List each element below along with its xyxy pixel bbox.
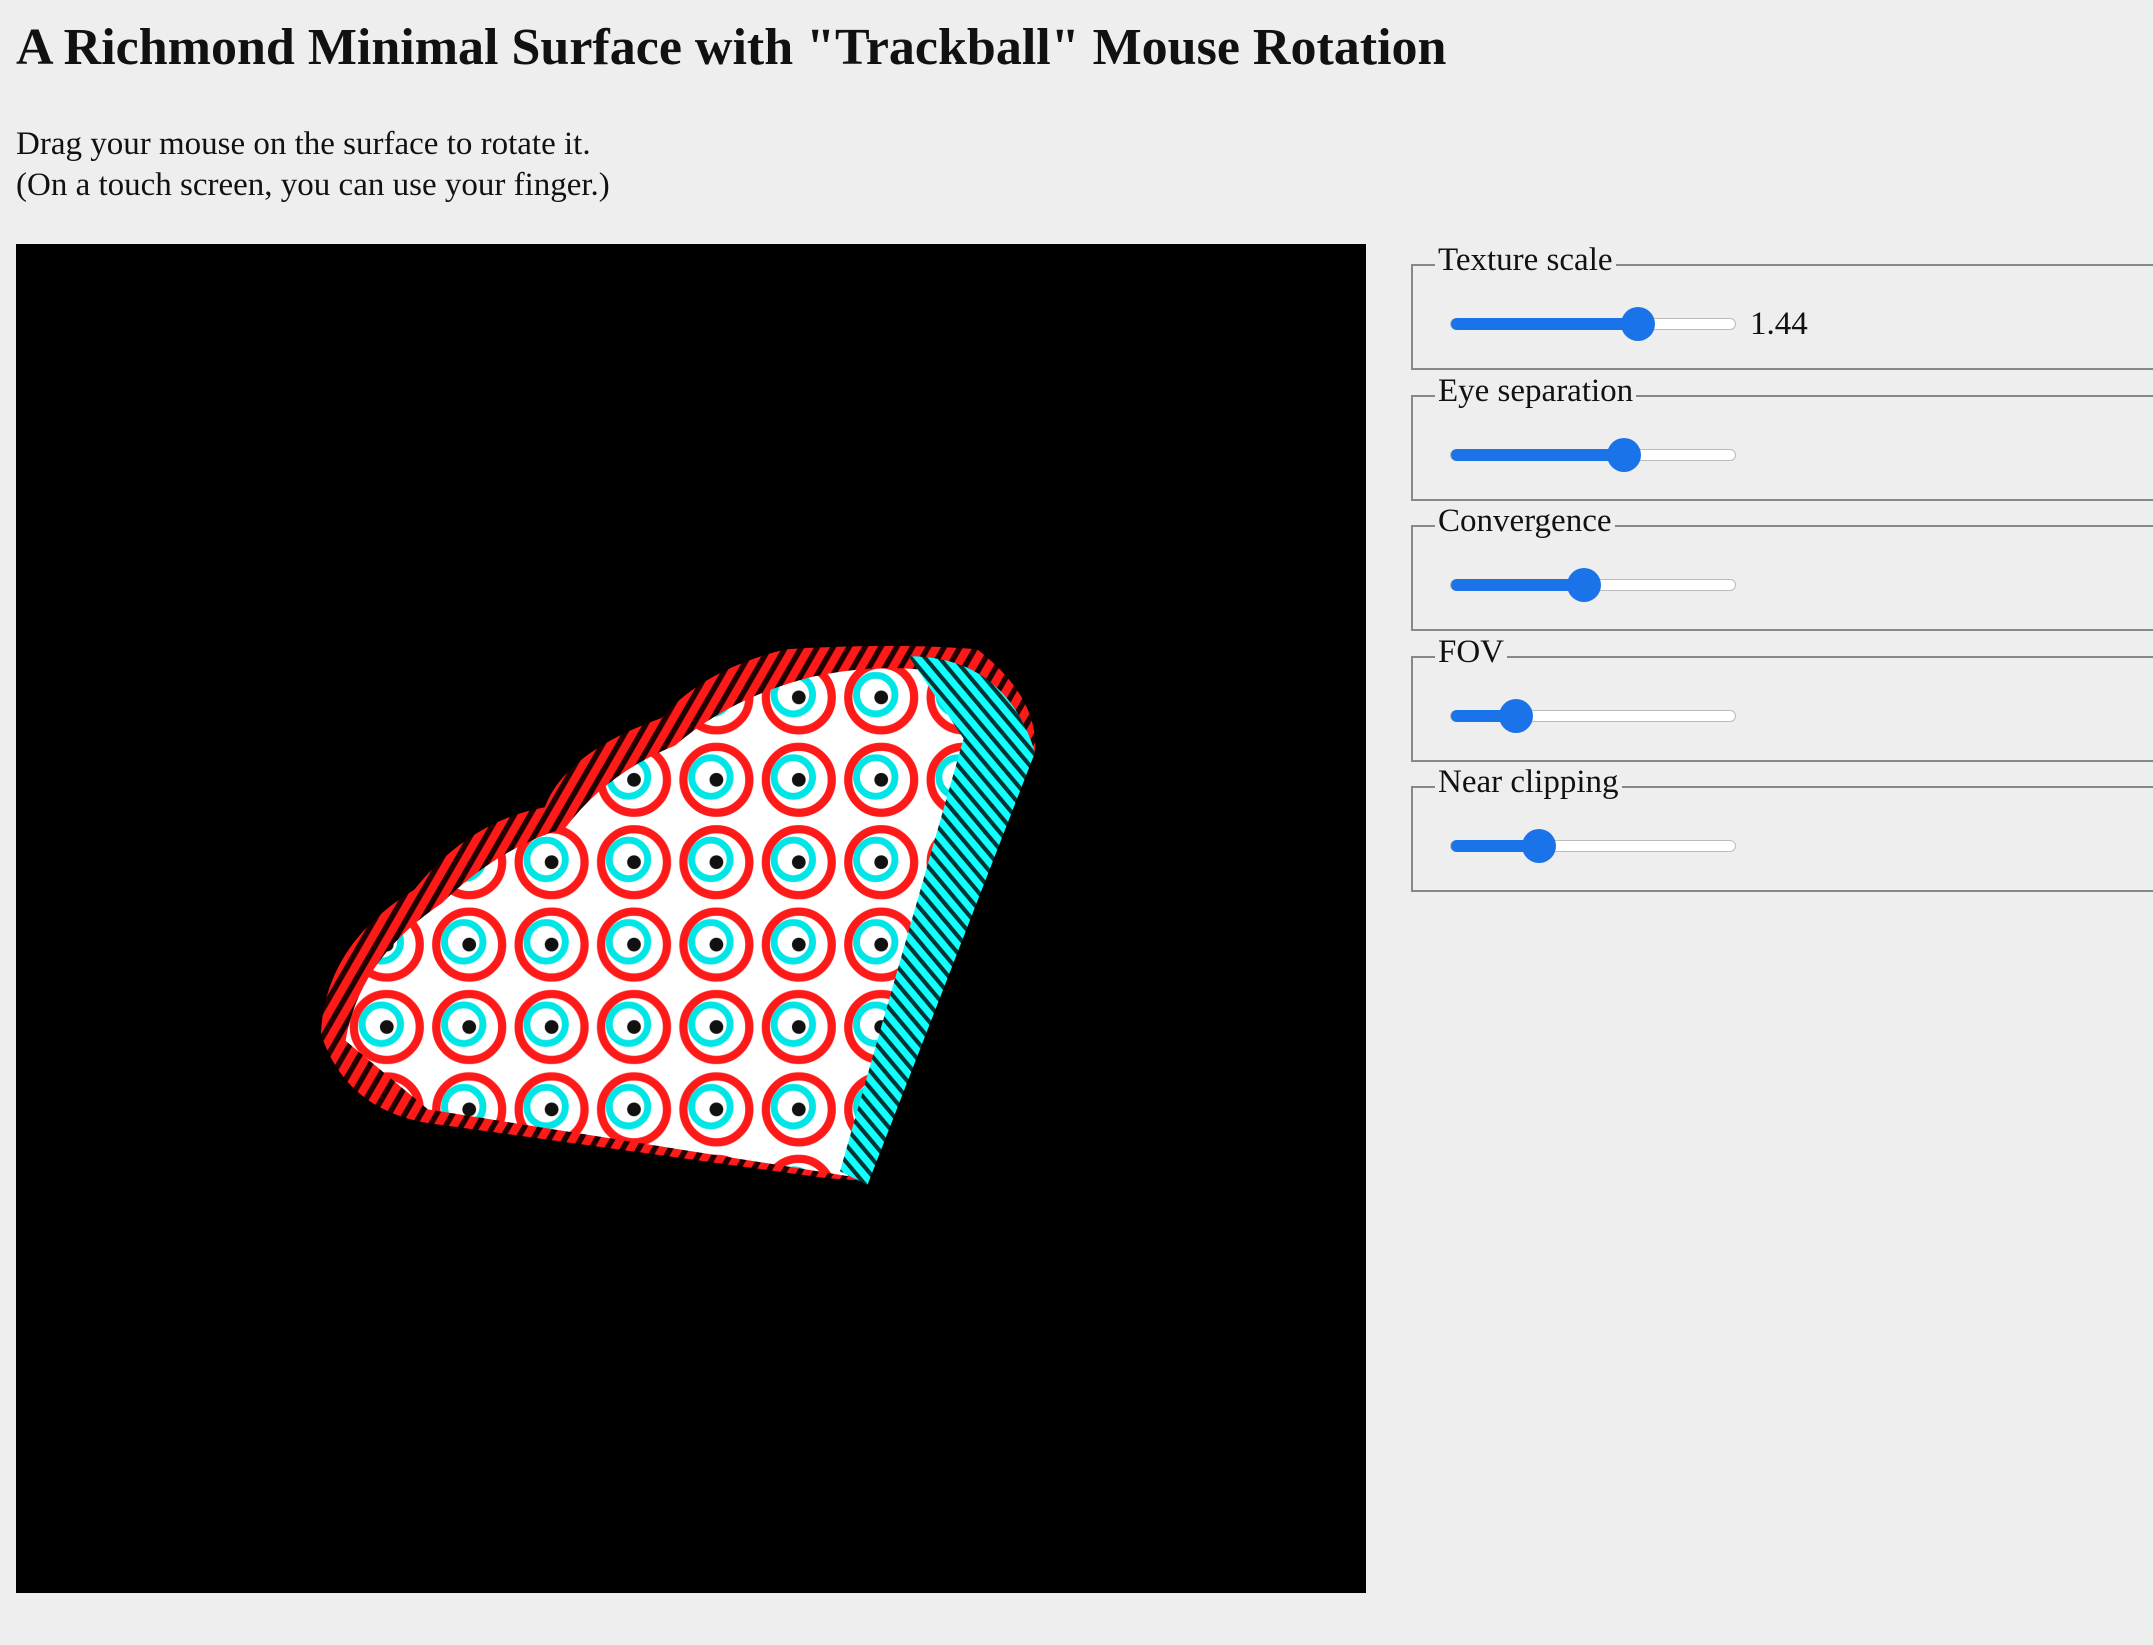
surface-render <box>320 645 1036 1185</box>
slider[interactable] <box>1450 437 1736 472</box>
control-group: Convergence <box>1411 503 2153 631</box>
control-group: Texture scale 1.44 <box>1411 242 2153 370</box>
slider-thumb[interactable] <box>1499 698 1534 733</box>
instruction: Drag your mouse on the surface to rotate… <box>16 126 591 162</box>
slider-thumb[interactable] <box>1607 437 1642 472</box>
slider[interactable] <box>1450 568 1736 602</box>
control-group: FOV <box>1411 633 2153 762</box>
slider-thumb[interactable] <box>1567 568 1602 602</box>
control-label: Convergence <box>1435 503 1615 540</box>
page-title: A Richmond Minimal Surface with "Trackba… <box>16 19 1447 76</box>
control-group: Near clipping <box>1411 764 2153 892</box>
surface-canvas[interactable] <box>16 244 1366 1593</box>
slider-value: 1.44 <box>1750 306 1808 342</box>
slider-fill <box>1451 318 1639 330</box>
slider-fill <box>1451 448 1625 461</box>
slider-fill <box>1451 840 1540 852</box>
control-group: Eye separation <box>1411 372 2153 501</box>
slider-thumb[interactable] <box>1522 829 1557 863</box>
control-label: Eye separation <box>1435 372 1637 410</box>
control-label: FOV <box>1435 633 1508 671</box>
control-label: Near clipping <box>1435 764 1622 801</box>
slider[interactable] <box>1450 307 1736 341</box>
slider-fill <box>1451 579 1585 591</box>
instruction: (On a touch screen, you can use your fin… <box>16 167 610 203</box>
control-label: Texture scale <box>1435 242 1616 279</box>
slider[interactable] <box>1450 698 1736 733</box>
slider-thumb[interactable] <box>1621 307 1656 341</box>
slider[interactable] <box>1450 829 1736 863</box>
